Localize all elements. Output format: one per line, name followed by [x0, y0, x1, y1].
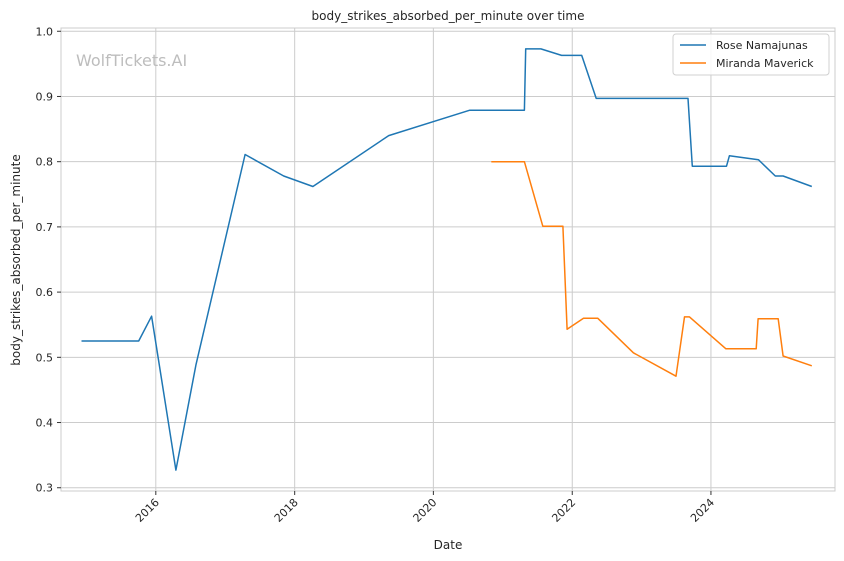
- series-line-rose-namajunas: [81, 48, 813, 471]
- legend-label-miranda-maverick: Miranda Maverick: [716, 57, 814, 70]
- x-tick-label: 2018: [272, 496, 301, 525]
- chart-title: body_strikes_absorbed_per_minute over ti…: [312, 9, 585, 23]
- plot-area: [60, 27, 836, 492]
- y-tick-label: 0.7: [36, 221, 54, 234]
- y-tick-label: 0.8: [36, 156, 54, 169]
- series-lines: [81, 48, 813, 471]
- watermark: WolfTickets.AI: [76, 51, 187, 70]
- y-tick-label: 0.3: [36, 482, 54, 495]
- y-axis-ticks: 0.3 0.4 0.5 0.6 0.7 0.8 0.9 1.0: [36, 25, 61, 495]
- x-axis-label: Date: [434, 538, 463, 552]
- x-tick-label: 2016: [133, 496, 162, 525]
- series-line-miranda-maverick: [491, 160, 813, 377]
- legend-box: [672, 33, 830, 76]
- x-axis-ticks: 2016 2018 2020 2022 2024: [133, 491, 717, 525]
- legend-label-rose-namajunas: Rose Namajunas: [716, 39, 808, 52]
- y-tick-label: 0.5: [36, 351, 54, 364]
- x-tick-label: 2024: [688, 496, 717, 525]
- y-tick-label: 0.4: [36, 417, 54, 430]
- y-axis-label: body_strikes_absorbed_per_minute: [9, 154, 23, 365]
- grid: [61, 28, 835, 491]
- y-tick-label: 0.9: [36, 90, 54, 103]
- x-tick-label: 2020: [411, 496, 440, 525]
- y-tick-label: 1.0: [36, 25, 54, 38]
- legend: Rose Namajunas Miranda Maverick: [672, 33, 830, 76]
- x-tick-label: 2022: [549, 496, 578, 525]
- y-tick-label: 0.6: [36, 286, 54, 299]
